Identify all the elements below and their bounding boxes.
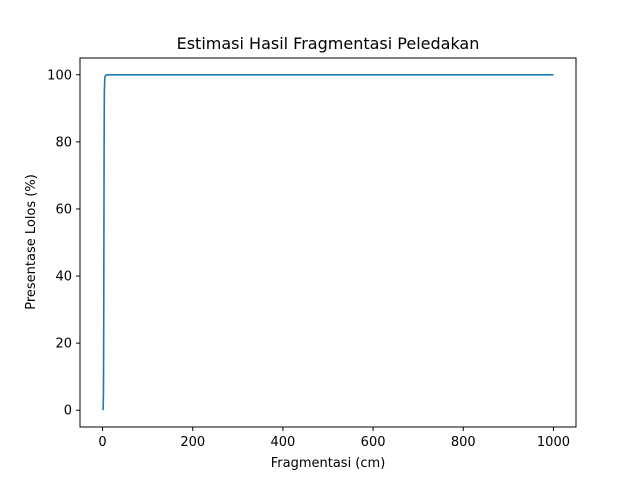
y-axis-label: Presentase Lolos (%) <box>24 174 39 310</box>
y-tick-label: 80 <box>55 135 72 150</box>
y-tick-label: 0 <box>64 404 72 419</box>
series-line-0 <box>102 73 554 411</box>
x-tick-label: 400 <box>270 435 295 450</box>
y-tick-label: 40 <box>55 270 72 285</box>
y-axis: 0 20 40 60 80 100 <box>47 68 80 419</box>
x-tick-label: 1000 <box>537 435 570 450</box>
x-tick-label: 600 <box>361 435 386 450</box>
x-axis: 0 200 400 600 800 1000 <box>98 427 570 450</box>
x-tick-label: 800 <box>451 435 476 450</box>
plot-area <box>102 73 554 411</box>
y-tick-label: 60 <box>55 202 72 217</box>
x-tick-label: 200 <box>180 435 205 450</box>
x-tick-label: 0 <box>98 435 106 450</box>
y-tick-label: 100 <box>47 68 72 83</box>
plot-frame <box>79 57 577 428</box>
chart-title: Estimasi Hasil Fragmentasi Peledakan <box>177 34 480 53</box>
y-tick-label: 20 <box>55 337 72 352</box>
x-axis-label: Fragmentasi (cm) <box>271 456 386 471</box>
